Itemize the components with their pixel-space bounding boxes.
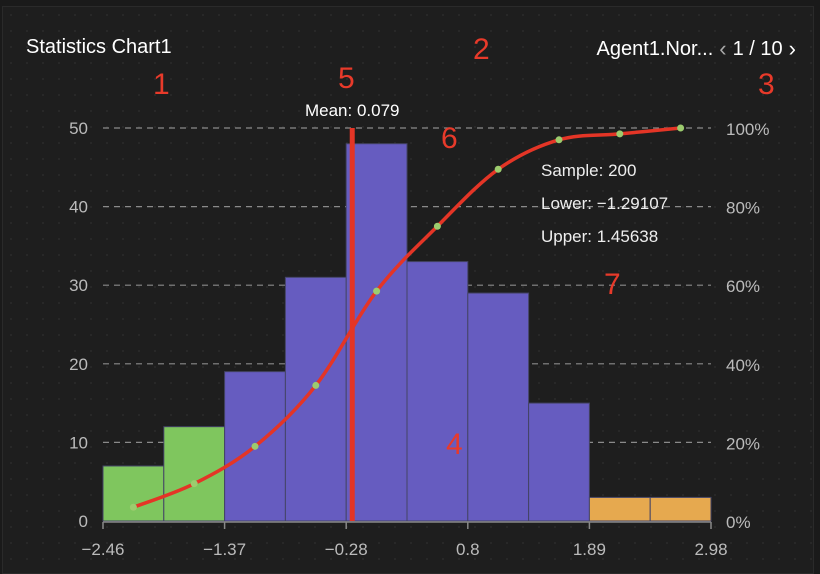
mean-label: Mean: 0.079 (305, 101, 400, 120)
annotation-5: 5 (338, 62, 355, 95)
stat-sample: Sample: 200 (541, 161, 637, 180)
cdf-point (251, 442, 259, 450)
x-tick-label: 1.89 (573, 540, 606, 559)
series-navigator: Agent1.Nor... ‹ 1 / 10 › (597, 36, 796, 62)
cdf-point (677, 124, 685, 132)
annotation-7: 7 (604, 268, 621, 301)
y-left-tick-label: 0 (79, 512, 88, 531)
stat-upper: Upper: 1.45638 (541, 227, 659, 246)
cdf-point (373, 287, 381, 295)
annotation-1: 1 (153, 68, 170, 101)
annotation-6: 6 (441, 122, 458, 155)
annotation-3: 3 (758, 68, 775, 101)
y-right-tick-label: 0% (726, 513, 751, 532)
y-right-tick-label: 20% (726, 434, 760, 453)
stat-lower: Lower: −1.29107 (541, 194, 669, 213)
y-right-tick-label: 80% (726, 199, 760, 218)
histogram-bar (406, 261, 469, 522)
x-tick-label: −2.46 (81, 540, 124, 559)
y-left-tick-label: 40 (69, 198, 88, 217)
annotation-2: 2 (473, 33, 490, 66)
cdf-point (494, 165, 502, 173)
histogram-bar (224, 371, 286, 522)
y-left-tick-label: 10 (69, 433, 88, 452)
chevron-left-icon[interactable]: ‹ (719, 36, 727, 61)
page-indicator: 1 / 10 (732, 37, 783, 60)
x-tick-label: −0.28 (325, 540, 368, 559)
y-left-tick-label: 20 (69, 355, 88, 374)
chart-title: Statistics Chart1 (26, 36, 172, 58)
x-tick-label: 2.98 (694, 540, 727, 559)
y-right-tick-label: 100% (726, 120, 769, 139)
histogram-bar (467, 292, 530, 522)
y-right-tick-label: 60% (726, 277, 760, 296)
y-left-tick-label: 30 (69, 276, 88, 295)
chevron-right-icon[interactable]: › (788, 36, 796, 61)
histogram-bar (102, 465, 165, 522)
histogram-bar (284, 276, 347, 522)
cdf-point (433, 222, 441, 230)
cdf-point (616, 130, 624, 138)
cdf-point (190, 480, 198, 488)
histogram-bar (649, 496, 712, 522)
x-tick-label: −1.37 (203, 540, 246, 559)
cdf-point (312, 381, 320, 389)
cdf-curve (132, 126, 681, 509)
y-right-tick-label: 40% (726, 356, 760, 375)
cdf-point (129, 503, 137, 511)
histogram-bar (345, 143, 408, 522)
cdf-point (555, 136, 563, 144)
x-tick-label: 0.8 (456, 540, 480, 559)
histogram-bar (528, 402, 590, 522)
series-selector[interactable]: Agent1.Nor... (596, 37, 714, 60)
y-left-tick-label: 50 (69, 119, 88, 138)
annotation-4: 4 (446, 428, 463, 461)
histogram-bar (588, 496, 651, 522)
